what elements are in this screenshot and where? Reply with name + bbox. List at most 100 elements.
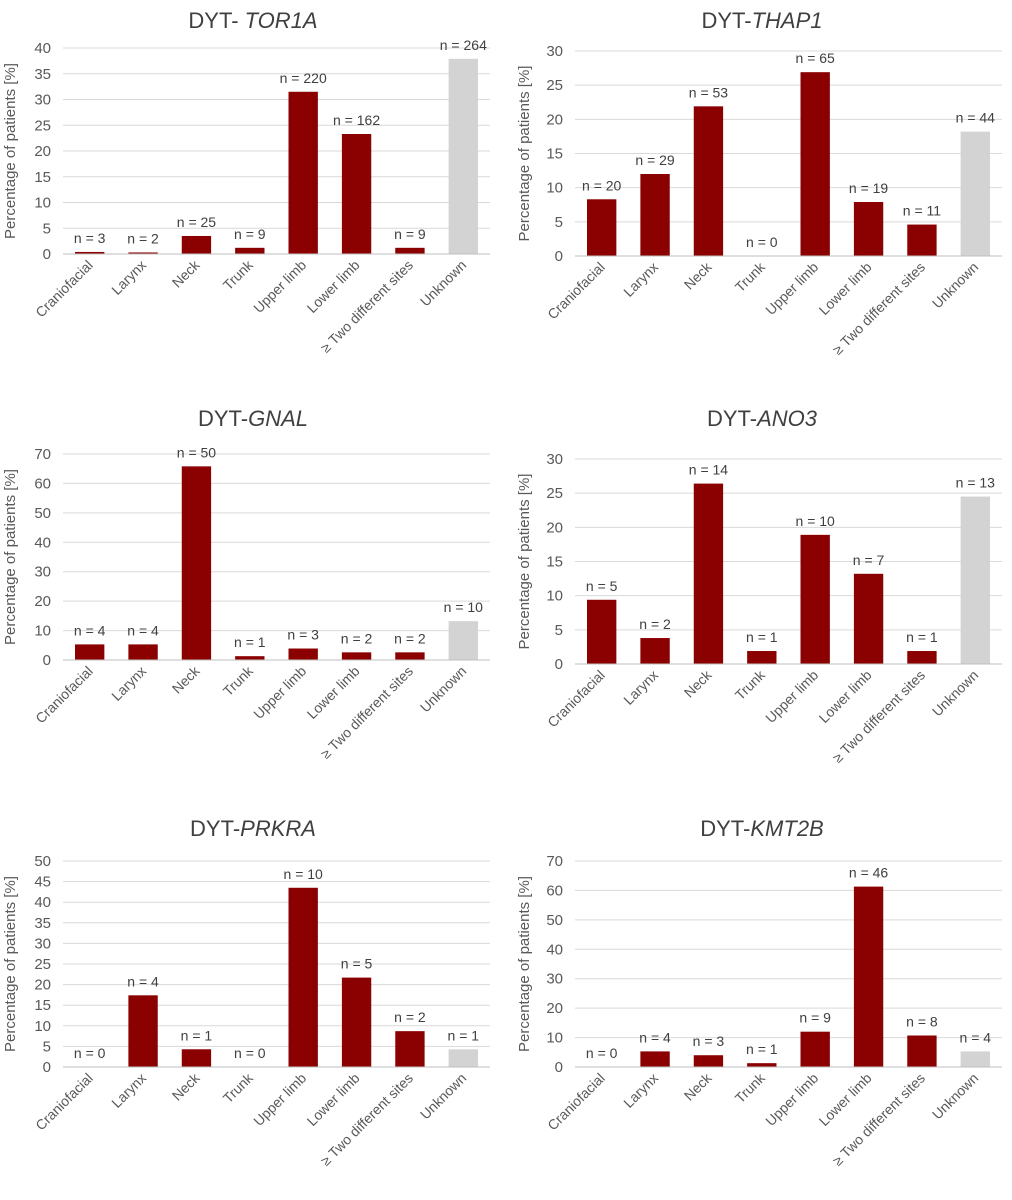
data-label: n = 53 bbox=[689, 84, 729, 100]
data-label: n = 1 bbox=[448, 1027, 480, 1043]
y-tick-label: 10 bbox=[34, 623, 51, 640]
x-tick-label: ≥ Two different sites bbox=[829, 259, 928, 358]
y-tick-label: 50 bbox=[34, 853, 51, 870]
chart-title: DYT-GNAL bbox=[198, 406, 308, 431]
bar-two-different-sites bbox=[395, 1031, 425, 1067]
data-label: n = 1 bbox=[746, 1041, 778, 1057]
bar-trunk bbox=[235, 656, 265, 660]
bar-trunk bbox=[747, 651, 777, 664]
y-tick-label: 0 bbox=[43, 1059, 51, 1076]
bar-upper-limb bbox=[800, 534, 830, 664]
data-label: n = 10 bbox=[284, 866, 324, 882]
bar-lower-limb bbox=[853, 202, 884, 256]
data-label: n = 29 bbox=[635, 152, 675, 168]
x-tick-label: Trunk bbox=[732, 258, 769, 295]
x-tick-label: Unknown bbox=[417, 257, 470, 310]
x-tick-label: Unknown bbox=[929, 667, 982, 720]
y-tick-label: 40 bbox=[34, 40, 51, 57]
data-label: n = 5 bbox=[586, 578, 618, 594]
y-axis-label: Percentage of patients [%] bbox=[2, 63, 19, 239]
bar-unknown bbox=[960, 131, 990, 256]
y-tick-label: 70 bbox=[546, 853, 563, 870]
data-label: n = 7 bbox=[853, 552, 885, 568]
y-tick-label: 45 bbox=[34, 874, 51, 891]
bar-unknown bbox=[960, 496, 990, 664]
x-tick-label: Larynx bbox=[108, 257, 149, 298]
bar-neck bbox=[181, 466, 212, 660]
chart-panel-prkra: DYT-PRKRA 0 5 10 15 20 25 30 35 40 45 50 Percentage … bbox=[2, 816, 490, 1169]
bar-craniofacial bbox=[75, 251, 105, 254]
x-tick-label: Craniofacial bbox=[32, 257, 96, 321]
data-label: n = 2 bbox=[341, 630, 373, 646]
x-tick-label: Larynx bbox=[620, 667, 661, 708]
data-label: n = 44 bbox=[956, 110, 996, 126]
data-label: n = 14 bbox=[689, 462, 729, 478]
data-label: n = 25 bbox=[177, 214, 217, 230]
bar-trunk bbox=[747, 1063, 777, 1067]
y-tick-label: 10 bbox=[546, 180, 563, 197]
data-label: n = 13 bbox=[956, 475, 996, 491]
x-tick-label: Unknown bbox=[929, 1070, 982, 1123]
y-tick-label: 20 bbox=[546, 111, 563, 128]
chart-panel-thap1: DYT-THAP1 0 5 10 15 20 25 30 Percentage of patie… bbox=[516, 8, 1002, 358]
data-label: n = 2 bbox=[394, 1009, 426, 1025]
y-tick-label: 0 bbox=[555, 248, 563, 265]
y-tick-label: 30 bbox=[546, 43, 563, 60]
bar-neck bbox=[181, 235, 212, 254]
data-label: n = 1 bbox=[234, 634, 266, 650]
x-tick-label: Trunk bbox=[220, 1069, 257, 1106]
y-tick-label: 35 bbox=[34, 66, 51, 83]
data-label: n = 4 bbox=[74, 622, 106, 638]
y-tick-label: 20 bbox=[34, 977, 51, 994]
x-tick-label: Craniofacial bbox=[32, 1070, 96, 1134]
data-label: n = 3 bbox=[693, 1033, 725, 1049]
x-tick-label: Craniofacial bbox=[544, 667, 608, 731]
chart-panel-gnal: DYT-GNAL 0 10 20 30 40 50 60 70 Percentage of pat… bbox=[2, 406, 490, 762]
y-tick-label: 25 bbox=[546, 77, 563, 94]
bar-craniofacial bbox=[75, 644, 105, 660]
bar-unknown bbox=[448, 58, 478, 254]
chart-title-prefix: DYT- bbox=[700, 816, 750, 841]
data-label: n = 11 bbox=[903, 203, 941, 219]
bar-larynx bbox=[640, 1051, 670, 1067]
x-tick-label: Unknown bbox=[417, 663, 470, 716]
x-tick-label: Unknown bbox=[929, 259, 982, 312]
chart-title-gene: GNAL bbox=[248, 406, 308, 431]
y-tick-label: 25 bbox=[546, 485, 563, 502]
bar-trunk bbox=[235, 247, 265, 254]
bar-unknown bbox=[448, 1049, 478, 1067]
x-tick-label: Neck bbox=[681, 1069, 716, 1104]
bar-upper-limb bbox=[800, 1031, 830, 1067]
y-tick-label: 60 bbox=[546, 882, 563, 899]
y-tick-label: 50 bbox=[34, 505, 51, 522]
chart-panel-tor1a: DYT- TOR1A 0 5 10 15 20 25 30 35 40 Percentage of … bbox=[2, 8, 490, 356]
y-tick-label: 20 bbox=[34, 143, 51, 160]
chart-title-gene: PRKRA bbox=[240, 816, 316, 841]
y-tick-label: 25 bbox=[34, 956, 51, 973]
x-tick-label: Neck bbox=[681, 666, 716, 701]
data-label: n = 10 bbox=[444, 599, 484, 615]
bar-larynx bbox=[128, 995, 158, 1067]
x-tick-label: Larynx bbox=[108, 1070, 149, 1111]
data-label: n = 1 bbox=[181, 1027, 213, 1043]
y-tick-label: 50 bbox=[546, 912, 563, 929]
bar-neck bbox=[693, 483, 724, 664]
bar-craniofacial bbox=[587, 599, 617, 664]
y-tick-label: 10 bbox=[34, 1018, 51, 1035]
data-label: n = 4 bbox=[127, 622, 159, 638]
data-label: n = 0 bbox=[234, 1045, 266, 1061]
bar-lower-limb bbox=[853, 886, 884, 1067]
x-tick-label: Neck bbox=[169, 1069, 204, 1104]
chart-title-prefix: DYT- bbox=[701, 8, 751, 33]
y-tick-label: 30 bbox=[34, 92, 51, 109]
x-tick-label: Upper limb bbox=[250, 1070, 309, 1129]
chart-title-gene: THAP1 bbox=[752, 8, 823, 33]
y-tick-label: 40 bbox=[546, 941, 563, 958]
chart-title: DYT-ANO3 bbox=[707, 406, 818, 431]
x-tick-label: Neck bbox=[169, 662, 204, 697]
y-axis-label: Percentage of patients [%] bbox=[516, 66, 533, 242]
bar-lower-limb bbox=[341, 977, 372, 1067]
x-tick-label: Upper limb bbox=[762, 1070, 821, 1129]
data-label: n = 65 bbox=[796, 50, 836, 66]
data-label: n = 4 bbox=[960, 1029, 992, 1045]
